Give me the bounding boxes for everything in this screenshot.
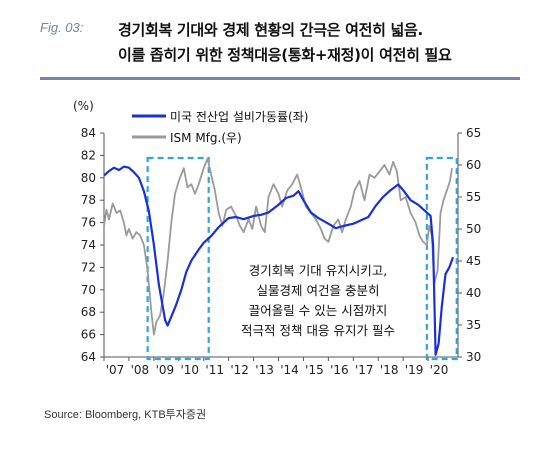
left-tick-label: 74 xyxy=(81,238,96,252)
right-tick-label: 55 xyxy=(466,190,481,204)
title-rule xyxy=(40,77,520,80)
x-tick-label: '10 xyxy=(180,363,199,377)
x-tick-label: '14 xyxy=(280,363,299,377)
annotation-line-3: 끌어올릴 수 있는 시점까지 xyxy=(249,303,387,318)
x-tick-label: '16 xyxy=(330,363,349,377)
series-line-ism xyxy=(103,157,453,336)
annotation-line-4: 적극적 정책 대응 유지가 필수 xyxy=(241,323,395,338)
left-tick-label: 72 xyxy=(81,260,96,274)
right-tick-label: 60 xyxy=(466,158,481,172)
annotation-line-1: 경기회복 기대 유지시키고, xyxy=(249,263,387,278)
highlight-box xyxy=(425,156,458,361)
right-tick-label: 65 xyxy=(466,126,481,140)
series-line-utilization xyxy=(103,165,455,356)
x-tick-label: '20 xyxy=(430,363,449,377)
left-tick-label: 68 xyxy=(81,305,96,319)
figure-label: Fig. 03: xyxy=(40,20,84,35)
x-tick-label: '13 xyxy=(255,363,274,377)
right-tick-label: 35 xyxy=(466,318,481,332)
title-line-2: 이를 좁히기 위한 정책대응(통화+재정)이 여전히 필요 xyxy=(118,46,452,64)
x-tick-label: '15 xyxy=(305,363,324,377)
left-axis-unit: (%) xyxy=(73,99,94,113)
annotation-text: 경기회복 기대 유지시키고, 실물경제 여건을 충분히 끌어올릴 수 있는 시점… xyxy=(241,263,395,338)
series-lines xyxy=(103,157,455,356)
highlight-box xyxy=(146,156,210,361)
left-tick-label: 70 xyxy=(81,283,96,297)
left-tick-label: 82 xyxy=(81,148,96,162)
legend-label-utilization: 미국 전산업 설비가동률(좌) xyxy=(170,110,308,124)
x-tick-label: '11 xyxy=(205,363,224,377)
left-tick-label: 84 xyxy=(81,126,96,140)
x-tick-label: '07 xyxy=(106,363,125,377)
right-tick-label: 50 xyxy=(466,222,481,236)
x-tick-label: '18 xyxy=(380,363,399,377)
x-tick-label: '12 xyxy=(230,363,249,377)
axes: (%) 64 66 68 70 72 74 76 78 80 82 84 30 35 40 45 50 55 60 6… xyxy=(73,99,481,377)
x-tick-label: '17 xyxy=(355,363,374,377)
left-tick-label: 64 xyxy=(81,350,96,364)
left-tick-label: 66 xyxy=(81,328,96,342)
title-line-1: 경기회복 기대와 경제 현황의 간극은 여전히 넓음. xyxy=(118,21,423,39)
left-tick-label: 78 xyxy=(81,193,96,207)
annotation-line-2: 실물경제 여건을 충분히 xyxy=(257,283,380,298)
source-note: Source: Bloomberg, KTB투자증권 xyxy=(44,409,207,421)
x-tick-label: '08 xyxy=(131,363,150,377)
x-tick-label: '19 xyxy=(405,363,424,377)
right-tick-label: 40 xyxy=(466,286,481,300)
highlight-boxes xyxy=(146,156,458,361)
left-tick-label: 80 xyxy=(81,171,96,185)
left-tick-label: 76 xyxy=(81,216,96,230)
legend-label-ism: ISM Mfg.(우) xyxy=(170,131,242,145)
x-tick-label: '09 xyxy=(156,363,175,377)
right-tick-label: 45 xyxy=(466,254,481,268)
legend: 미국 전산업 설비가동률(좌) ISM Mfg.(우) xyxy=(132,110,308,145)
right-tick-label: 30 xyxy=(466,350,481,364)
